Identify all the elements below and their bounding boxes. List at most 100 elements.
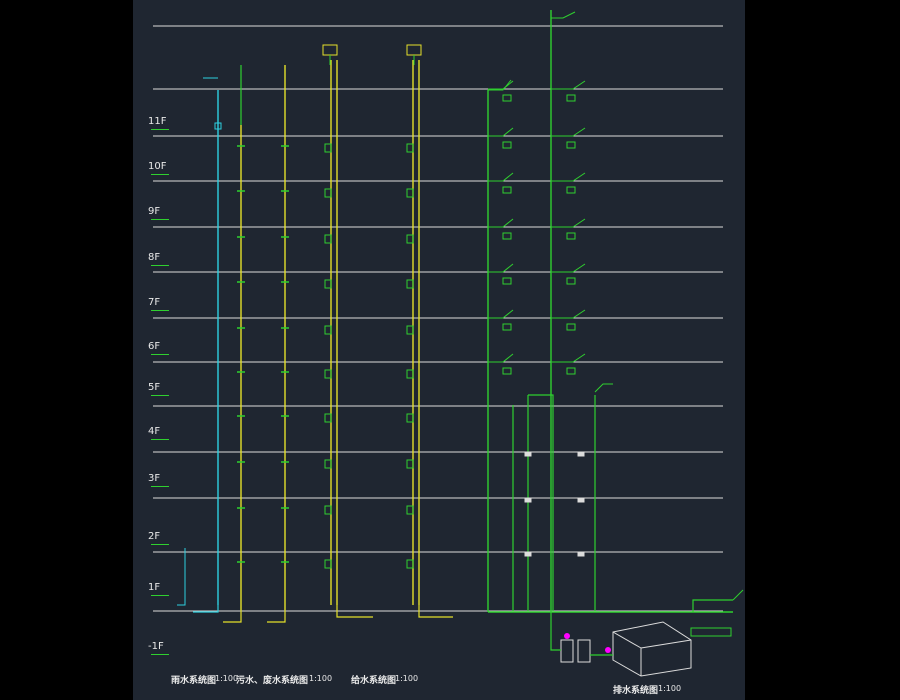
supply-valve bbox=[524, 451, 532, 457]
waste-outlet-b bbox=[267, 610, 286, 623]
supply-fixture bbox=[566, 323, 576, 331]
tank-edge bbox=[640, 639, 692, 649]
cleanout bbox=[324, 325, 332, 335]
cleanout bbox=[406, 188, 414, 198]
supply-fixture bbox=[566, 232, 576, 240]
pump-1 bbox=[560, 639, 574, 663]
title-drain: 排水系统图 bbox=[613, 686, 659, 696]
supply-fixture bbox=[566, 277, 576, 285]
elevation-mark bbox=[151, 395, 169, 396]
supply-branch bbox=[488, 80, 514, 90]
supply-branch bbox=[488, 353, 514, 363]
supply-branch bbox=[488, 172, 514, 182]
supply-lower-tag bbox=[594, 383, 613, 393]
tank-label-box bbox=[690, 627, 732, 637]
cleanout bbox=[406, 279, 414, 289]
supply-fixture bbox=[502, 323, 512, 331]
title-supply: 给水系统图 bbox=[351, 676, 397, 686]
supply-valve bbox=[577, 497, 585, 503]
rain-outlet bbox=[193, 605, 219, 613]
pump-2 bbox=[577, 639, 591, 663]
vent-cap bbox=[406, 44, 422, 56]
floor-label: 11F bbox=[148, 116, 167, 127]
scale-drain: 1:100 bbox=[658, 684, 682, 693]
water-tank bbox=[612, 621, 692, 677]
riser-diagram bbox=[153, 10, 744, 677]
cleanout bbox=[324, 279, 332, 289]
supply-valve bbox=[577, 451, 585, 457]
supply-header-tag bbox=[732, 589, 744, 601]
elevation-mark bbox=[151, 310, 169, 311]
elevation-mark bbox=[151, 544, 169, 545]
cleanout bbox=[406, 505, 414, 515]
cleanout bbox=[324, 143, 332, 153]
supply-branch bbox=[551, 172, 586, 182]
waste-outlet-a bbox=[223, 610, 242, 623]
supply-fixture bbox=[502, 367, 512, 375]
elevation-mark bbox=[151, 486, 169, 487]
cleanout bbox=[324, 459, 332, 469]
pump-suction bbox=[550, 612, 561, 651]
rain-fitting bbox=[214, 122, 222, 130]
supply-branch bbox=[551, 263, 586, 273]
waste-outlet-d bbox=[418, 605, 453, 618]
floor-label: 2F bbox=[148, 531, 161, 542]
drawing-canvas: 11F 10F 9F 8F 7F 6F 5F 4F 3F 2F 1F -1F 雨水系统图 1:100 … bbox=[133, 0, 745, 700]
supply-branch bbox=[551, 80, 586, 90]
cleanout bbox=[406, 234, 414, 244]
supply-valve bbox=[524, 497, 532, 503]
supply-fixture bbox=[566, 186, 576, 194]
supply-fixture bbox=[566, 367, 576, 375]
supply-fixture bbox=[502, 94, 512, 102]
supply-valve bbox=[524, 551, 532, 557]
title-waste: 污水、废水系统图 bbox=[236, 676, 309, 686]
supply-branch bbox=[488, 127, 514, 137]
supply-fixture bbox=[502, 141, 512, 149]
supply-top-right bbox=[551, 11, 576, 19]
elevation-mark bbox=[151, 265, 169, 266]
supply-top-left bbox=[488, 79, 512, 91]
supply-fixture bbox=[566, 141, 576, 149]
floor-label: 8F bbox=[148, 252, 161, 263]
supply-branch bbox=[551, 353, 586, 363]
pump-marker bbox=[564, 633, 570, 639]
supply-branch bbox=[551, 127, 586, 137]
scale-supply: 1:100 bbox=[395, 674, 419, 683]
floor-label: 5F bbox=[148, 382, 161, 393]
cleanout bbox=[324, 413, 332, 423]
floor-label: 7F bbox=[148, 297, 161, 308]
floor-label: 4F bbox=[148, 426, 161, 437]
scale-waste: 1:100 bbox=[309, 674, 333, 683]
supply-fixture bbox=[502, 186, 512, 194]
cleanout bbox=[406, 459, 414, 469]
elevation-mark bbox=[151, 354, 169, 355]
supply-fixture bbox=[502, 232, 512, 240]
floor-label: 6F bbox=[148, 341, 161, 352]
scale-rain: 1:100 bbox=[215, 674, 239, 683]
supply-branch bbox=[488, 263, 514, 273]
floor-label: 1F bbox=[148, 582, 161, 593]
supply-valve bbox=[577, 551, 585, 557]
cleanout bbox=[406, 413, 414, 423]
cleanout bbox=[324, 559, 332, 569]
rain-branch-1f bbox=[177, 548, 186, 606]
cleanout bbox=[406, 143, 414, 153]
cleanout bbox=[324, 234, 332, 244]
elevation-mark bbox=[151, 129, 169, 130]
supply-branch bbox=[551, 309, 586, 319]
cleanout bbox=[406, 325, 414, 335]
cleanout bbox=[406, 559, 414, 569]
elevation-mark bbox=[151, 595, 169, 596]
elevation-mark bbox=[151, 439, 169, 440]
cleanout bbox=[324, 369, 332, 379]
floor-label: 9F bbox=[148, 206, 161, 217]
supply-branch bbox=[488, 218, 514, 228]
supply-fixture bbox=[502, 277, 512, 285]
floor-label: 10F bbox=[148, 161, 167, 172]
elevation-mark bbox=[151, 654, 169, 655]
floor-label: 3F bbox=[148, 473, 161, 484]
waste-outlet-c bbox=[336, 605, 373, 618]
floor-label: -1F bbox=[148, 641, 164, 652]
supply-header-rise bbox=[692, 599, 733, 612]
elevation-mark bbox=[151, 219, 169, 220]
